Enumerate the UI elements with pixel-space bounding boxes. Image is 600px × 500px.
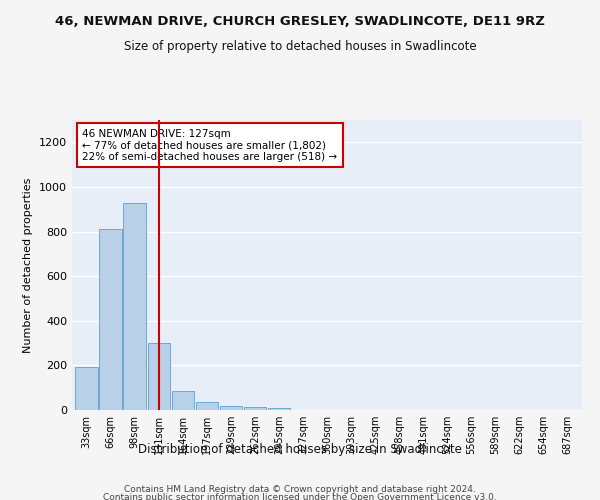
Bar	[148, 343, 170, 410]
Y-axis label: Number of detached properties: Number of detached properties	[23, 178, 34, 352]
Text: Contains HM Land Registry data © Crown copyright and database right 2024.: Contains HM Land Registry data © Crown c…	[124, 485, 476, 494]
Text: Contains public sector information licensed under the Open Government Licence v3: Contains public sector information licen…	[103, 492, 497, 500]
Bar	[268, 408, 290, 410]
Bar	[196, 402, 218, 410]
Text: 46, NEWMAN DRIVE, CHURCH GRESLEY, SWADLINCOTE, DE11 9RZ: 46, NEWMAN DRIVE, CHURCH GRESLEY, SWADLI…	[55, 15, 545, 28]
Text: Distribution of detached houses by size in Swadlincote: Distribution of detached houses by size …	[138, 442, 462, 456]
Text: Size of property relative to detached houses in Swadlincote: Size of property relative to detached ho…	[124, 40, 476, 53]
Bar	[76, 366, 98, 410]
Text: 46 NEWMAN DRIVE: 127sqm
← 77% of detached houses are smaller (1,802)
22% of semi: 46 NEWMAN DRIVE: 127sqm ← 77% of detache…	[82, 128, 337, 162]
Bar	[124, 202, 146, 410]
Bar	[244, 406, 266, 410]
Bar	[220, 406, 242, 410]
Bar	[172, 392, 194, 410]
Bar	[100, 230, 122, 410]
